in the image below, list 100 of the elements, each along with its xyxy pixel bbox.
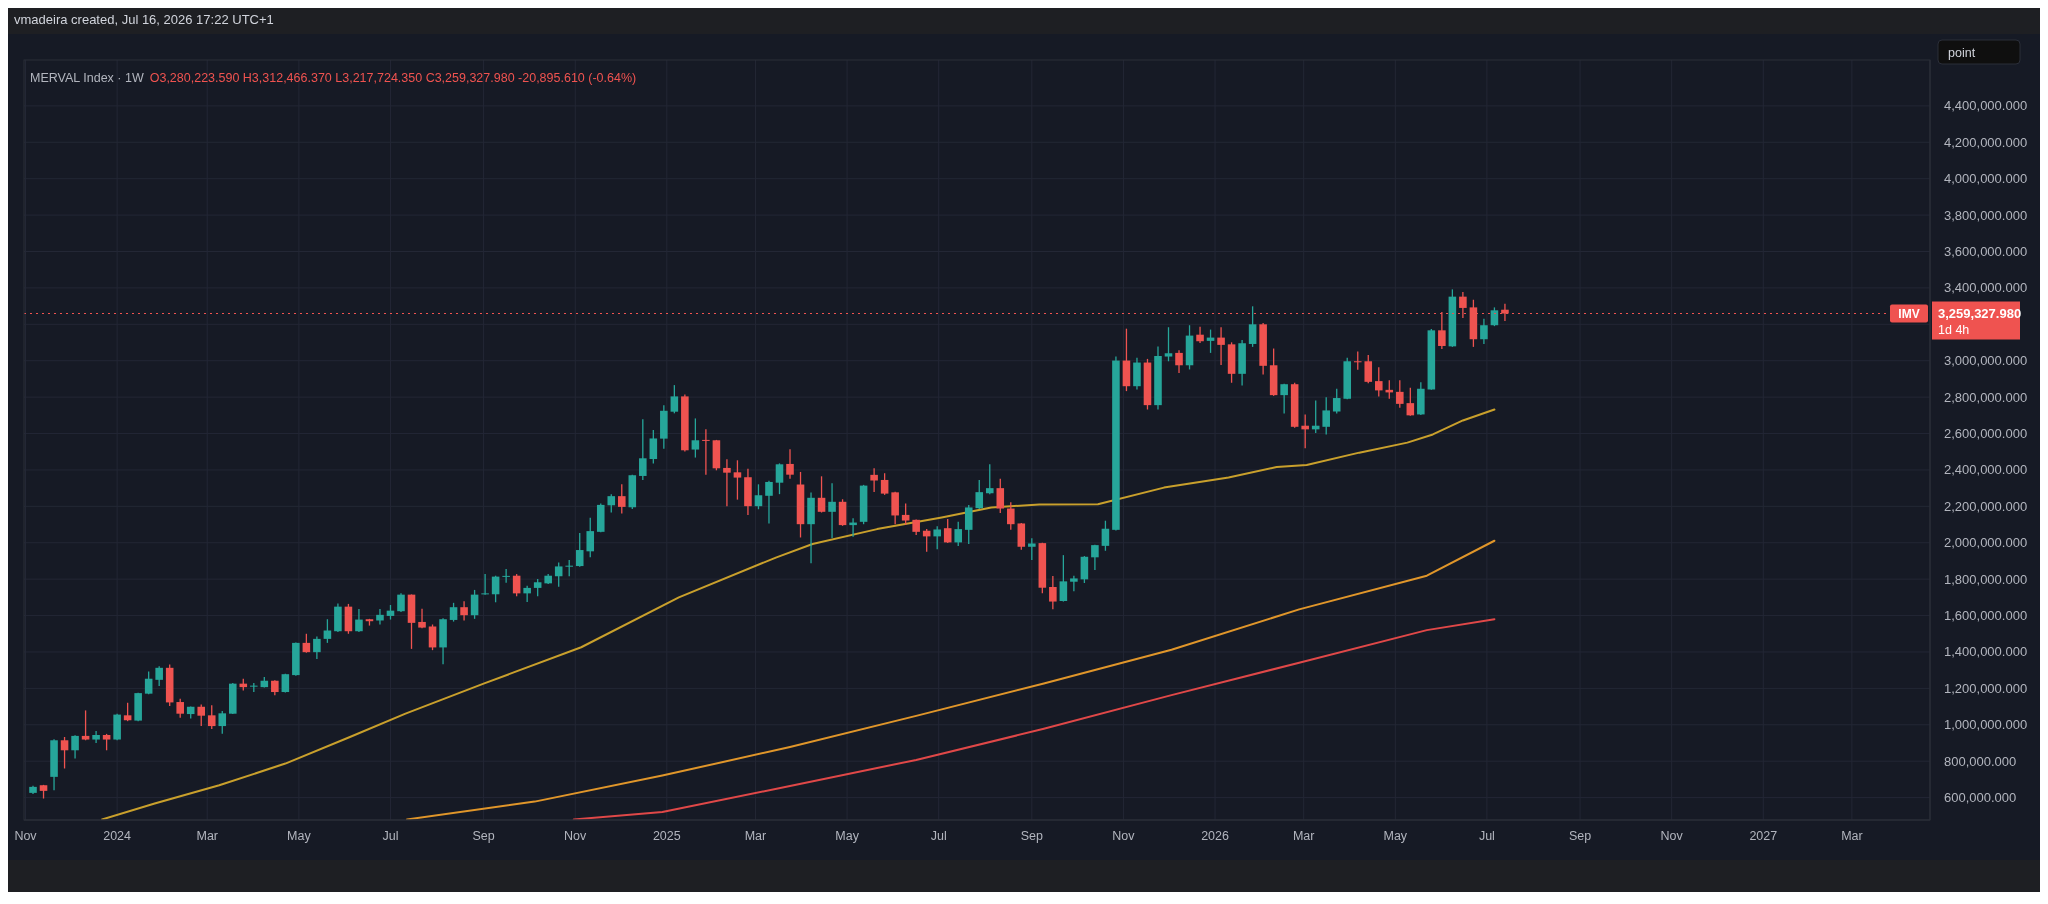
x-tick-label: Mar	[1292, 829, 1315, 843]
y-tick-label: 2,800,000.000	[1944, 389, 2028, 405]
candlestick	[1364, 354, 1373, 384]
candlestick	[123, 702, 132, 722]
x-tick-label: May	[1383, 829, 1408, 843]
candlestick	[554, 561, 563, 588]
y-tick-label: 4,200,000.000	[1944, 134, 2028, 150]
candlestick	[1217, 326, 1225, 366]
y-tick-label: 2,400,000.000	[1944, 462, 2028, 478]
x-tick-label: Jul	[1478, 829, 1495, 843]
candlestick	[996, 478, 1005, 514]
candlestick	[207, 704, 216, 730]
candlestick	[586, 517, 595, 558]
y-tick-label: 2,200,000.000	[1944, 498, 2028, 514]
candlestick	[302, 633, 311, 654]
candlestick	[428, 623, 437, 651]
x-tick-label: 2025	[652, 829, 681, 843]
candlestick	[1196, 326, 1204, 344]
candlestick	[891, 491, 899, 525]
candlestick	[838, 498, 847, 527]
candlestick	[786, 448, 794, 480]
candlestick	[155, 665, 163, 687]
text: 1d 4h	[1938, 322, 1970, 337]
candlestick	[817, 475, 826, 514]
candlestick	[1280, 383, 1288, 415]
y-tick-label: 800,000.000	[1944, 753, 2017, 769]
candlestick	[1480, 318, 1488, 345]
y-tick-label: 3,000,000.000	[1944, 353, 2028, 369]
candlestick	[81, 709, 90, 741]
x-tick-label: Sep	[472, 829, 495, 843]
candlestick	[985, 463, 994, 495]
candlestick	[460, 600, 468, 622]
candlestick	[60, 736, 69, 770]
candlestick	[933, 525, 941, 550]
x-tick-label: Sep	[1020, 829, 1043, 843]
x-tick-label: 2026	[1201, 829, 1230, 843]
candlestick	[449, 602, 458, 623]
ref-line-label: IMV	[1898, 307, 1920, 322]
x-tick-label: Jul	[930, 829, 947, 843]
candlestick	[197, 703, 206, 727]
candlestick	[71, 734, 79, 760]
y-tick-label: 4,400,000.000	[1944, 98, 2028, 114]
candlestick	[1070, 575, 1078, 593]
candlestick	[355, 608, 363, 633]
candlestick	[313, 635, 321, 660]
candlestick	[618, 483, 626, 515]
candlestick	[1490, 306, 1499, 327]
y-tick-label: 1,200,000.000	[1944, 680, 2028, 696]
candlestick	[964, 504, 973, 545]
candlestick	[754, 483, 763, 510]
candlestick	[1059, 554, 1068, 603]
line-series	[572, 618, 1496, 820]
candlestick	[1175, 349, 1183, 374]
x-tick-label: Mar	[196, 829, 219, 843]
y-tick-label: 1,600,000.000	[1944, 608, 2028, 624]
candlestick	[775, 462, 784, 495]
candlestick	[502, 568, 510, 584]
candlestick	[880, 472, 889, 496]
candlestick	[901, 502, 910, 526]
candlestick	[1332, 388, 1341, 415]
x-tick-label: Sep	[1568, 829, 1592, 843]
candlestick	[1080, 555, 1089, 584]
y-tick-label: 1,000,000.000	[1944, 717, 2028, 733]
y-tick-label: 2,000,000.000	[1944, 535, 2028, 551]
y-tick-label: 600,000.000	[1944, 790, 2017, 806]
candlestick	[1406, 387, 1415, 417]
candlestick	[975, 479, 984, 510]
y-tick-label: 2,600,000.000	[1944, 426, 2028, 442]
candlestick	[649, 429, 658, 465]
candlestick	[376, 608, 384, 626]
candlestick	[1248, 305, 1257, 348]
x-tick-label: Mar	[744, 829, 767, 843]
x-tick-label: 2027	[1749, 829, 1778, 843]
candlestick	[723, 458, 731, 507]
candlestick	[954, 521, 963, 547]
candlestick	[828, 482, 836, 539]
candlestick	[607, 493, 616, 514]
candlestick	[1007, 501, 1015, 531]
candlestick	[870, 467, 878, 493]
candlestick	[218, 710, 227, 735]
candlestick	[575, 532, 584, 568]
candlestick	[1028, 537, 1036, 561]
candlestick	[1091, 544, 1099, 571]
x-tick-label: May	[835, 829, 860, 843]
candlestick	[702, 428, 710, 476]
x-tick-label: Jul	[382, 829, 399, 843]
candlestick	[1101, 520, 1110, 552]
candlestick	[1017, 522, 1026, 551]
candlestick	[943, 518, 952, 544]
y-tick-label: 1,400,000.000	[1944, 644, 2028, 660]
candlestick	[733, 459, 742, 501]
candlestick	[1374, 366, 1383, 398]
text: MERVAL Index · 1W	[30, 71, 144, 85]
candlestick	[670, 384, 679, 414]
candlestick	[1353, 350, 1362, 371]
x-tick-label: Nov	[14, 829, 38, 843]
x-tick-label: Nov	[1112, 829, 1136, 843]
x-tick-label: Mar	[1841, 829, 1863, 843]
candlestick	[1133, 357, 1141, 391]
candlestick	[470, 589, 479, 620]
